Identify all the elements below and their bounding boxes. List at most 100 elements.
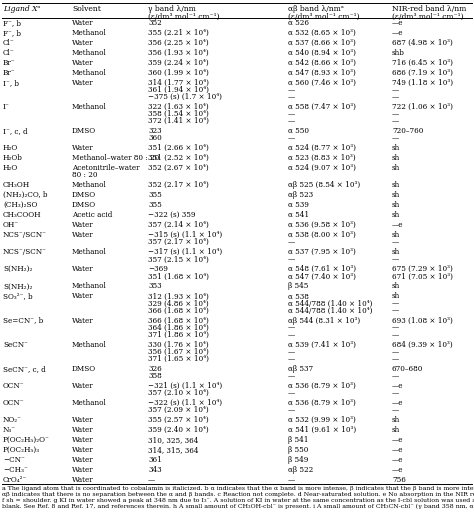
Text: Acetic acid: Acetic acid	[72, 211, 112, 219]
Text: α 544/788 (1.40 × 10⁴): α 544/788 (1.40 × 10⁴)	[288, 300, 373, 307]
Text: —: —	[288, 86, 295, 94]
Text: 80 : 20: 80 : 20	[72, 171, 98, 179]
Text: (ε/dm³ mol⁻¹ cm⁻¹): (ε/dm³ mol⁻¹ cm⁻¹)	[392, 13, 464, 21]
Text: 351 (2.52 × 10⁴): 351 (2.52 × 10⁴)	[148, 154, 209, 162]
Text: Methanol: Methanol	[72, 29, 107, 37]
Text: sh: sh	[392, 211, 400, 219]
Text: Water: Water	[72, 144, 94, 152]
Text: Methanol: Methanol	[72, 341, 107, 349]
Text: DMSO: DMSO	[72, 201, 96, 209]
Text: 749 (1.18 × 10³): 749 (1.18 × 10³)	[392, 79, 453, 87]
Text: Methanol: Methanol	[72, 103, 107, 111]
Text: 355: 355	[148, 201, 162, 209]
Text: CH₃COOH: CH₃COOH	[3, 211, 42, 219]
Text: α 523 (8.83 × 10³): α 523 (8.83 × 10³)	[288, 154, 356, 162]
Text: —: —	[392, 86, 399, 94]
Text: −315 (s) (1.1 × 10⁴): −315 (s) (1.1 × 10⁴)	[148, 231, 222, 239]
Text: —: —	[148, 476, 155, 484]
Text: —: —	[288, 238, 295, 246]
Text: α 558 (7.47 × 10³): α 558 (7.47 × 10³)	[288, 103, 356, 111]
Text: Solvent: Solvent	[72, 5, 101, 13]
Text: sh: sh	[392, 248, 400, 256]
Text: 356 (2.25 × 10⁴): 356 (2.25 × 10⁴)	[148, 39, 209, 47]
Text: −375 (s) (1.7 × 10⁴): −375 (s) (1.7 × 10⁴)	[148, 93, 222, 101]
Text: Water: Water	[72, 19, 94, 27]
Text: αβ band λ/nmᵃ: αβ band λ/nmᵃ	[288, 5, 344, 13]
Text: 693 (1.08 × 10³): 693 (1.08 × 10³)	[392, 317, 453, 324]
Text: OCN⁻: OCN⁻	[3, 382, 25, 390]
Text: Cl⁻: Cl⁻	[3, 49, 15, 57]
Text: OH⁻: OH⁻	[3, 221, 19, 229]
Text: —: —	[392, 355, 399, 363]
Text: 756: 756	[392, 476, 406, 484]
Text: Water: Water	[72, 221, 94, 229]
Text: Acetonitrile–water: Acetonitrile–water	[72, 164, 139, 172]
Text: H₂O: H₂O	[3, 164, 18, 172]
Text: sh: sh	[392, 164, 400, 172]
Text: α 560 (7.46 × 10³): α 560 (7.46 × 10³)	[288, 79, 356, 87]
Text: 372 (1.41 × 10⁴): 372 (1.41 × 10⁴)	[148, 117, 209, 125]
Text: Water: Water	[72, 476, 94, 484]
Text: P(OC₂H₅)₃: P(OC₂H₅)₃	[3, 446, 40, 454]
Text: —e: —e	[392, 436, 403, 444]
Text: α 542 (8.66 × 10³): α 542 (8.66 × 10³)	[288, 59, 356, 67]
Text: —: —	[392, 331, 399, 339]
Text: Methanol: Methanol	[72, 399, 107, 407]
Text: SeCN⁻, c, d: SeCN⁻, c, d	[3, 365, 46, 373]
Text: CH₃OH: CH₃OH	[3, 181, 30, 189]
Text: 352 (2.67 × 10⁴): 352 (2.67 × 10⁴)	[148, 164, 209, 172]
Text: 357 (2.14 × 10⁴): 357 (2.14 × 10⁴)	[148, 221, 209, 229]
Text: 670–680: 670–680	[392, 365, 423, 373]
Text: αβ indicates that there is no separation between the α and β bands. c Reaction n: αβ indicates that there is no separation…	[2, 492, 474, 497]
Text: 351 (1.68 × 10⁴): 351 (1.68 × 10⁴)	[148, 272, 209, 281]
Text: —: —	[288, 389, 295, 397]
Text: I⁻, c, d: I⁻, c, d	[3, 127, 27, 135]
Text: α 537 (7.95 × 10³): α 537 (7.95 × 10³)	[288, 248, 356, 256]
Text: I⁻: I⁻	[3, 103, 10, 111]
Text: —: —	[288, 93, 295, 101]
Text: 359 (2.40 × 10⁴): 359 (2.40 × 10⁴)	[148, 426, 209, 434]
Text: 355: 355	[148, 191, 162, 199]
Text: −CH₃⁻: −CH₃⁻	[3, 466, 28, 474]
Text: CrO₄²⁻: CrO₄²⁻	[3, 476, 27, 484]
Text: DMSO: DMSO	[72, 191, 96, 199]
Text: —: —	[288, 372, 295, 380]
Text: 343: 343	[148, 466, 162, 474]
Text: α 536 (8.79 × 10³): α 536 (8.79 × 10³)	[288, 382, 356, 390]
Text: Ligand Xᵃ: Ligand Xᵃ	[3, 5, 40, 13]
Text: 353: 353	[148, 282, 162, 290]
Text: —: —	[392, 110, 399, 118]
Text: 364 (1.86 × 10⁴): 364 (1.86 × 10⁴)	[148, 324, 209, 332]
Text: 671 (7.05 × 10³): 671 (7.05 × 10³)	[392, 272, 453, 281]
Text: —: —	[392, 307, 399, 315]
Text: 357 (2.17 × 10⁴): 357 (2.17 × 10⁴)	[148, 238, 209, 246]
Text: 312 (1.93 × 10⁴): 312 (1.93 × 10⁴)	[148, 292, 209, 300]
Text: Water: Water	[72, 79, 94, 87]
Text: NCS⁻/SCN⁻: NCS⁻/SCN⁻	[3, 231, 47, 239]
Text: Water: Water	[72, 317, 94, 324]
Text: Water: Water	[72, 426, 94, 434]
Text: —e: —e	[392, 19, 403, 27]
Text: α 538 (8.00 × 10³): α 538 (8.00 × 10³)	[288, 231, 356, 239]
Text: —e: —e	[392, 399, 403, 407]
Text: Methanol–water 80 : 20: Methanol–water 80 : 20	[72, 154, 159, 162]
Text: H₂Ob: H₂Ob	[3, 154, 23, 162]
Text: αβ 537: αβ 537	[288, 365, 313, 373]
Text: F⁻, b: F⁻, b	[3, 19, 21, 27]
Text: Water: Water	[72, 446, 94, 454]
Text: —: —	[392, 134, 399, 142]
Text: —: —	[288, 331, 295, 339]
Text: 358: 358	[148, 372, 162, 380]
Text: 355 (2.21 × 10⁴): 355 (2.21 × 10⁴)	[148, 29, 209, 37]
Text: αβ 544 (8.31 × 10³): αβ 544 (8.31 × 10³)	[288, 317, 360, 324]
Text: 357 (2.15 × 10⁴): 357 (2.15 × 10⁴)	[148, 255, 209, 263]
Text: —: —	[392, 93, 399, 101]
Text: α 547 (7.40 × 10³): α 547 (7.40 × 10³)	[288, 272, 356, 281]
Text: —: —	[288, 117, 295, 125]
Text: DMSO: DMSO	[72, 127, 96, 135]
Text: α 524 (8.77 × 10³): α 524 (8.77 × 10³)	[288, 144, 356, 152]
Text: SO₃²⁻, b: SO₃²⁻, b	[3, 292, 33, 300]
Text: (ε/dm³ mol⁻¹ cm⁻¹): (ε/dm³ mol⁻¹ cm⁻¹)	[148, 13, 219, 21]
Text: 310, 325, 364: 310, 325, 364	[148, 436, 199, 444]
Text: 722 (1.06 × 10³): 722 (1.06 × 10³)	[392, 103, 453, 111]
